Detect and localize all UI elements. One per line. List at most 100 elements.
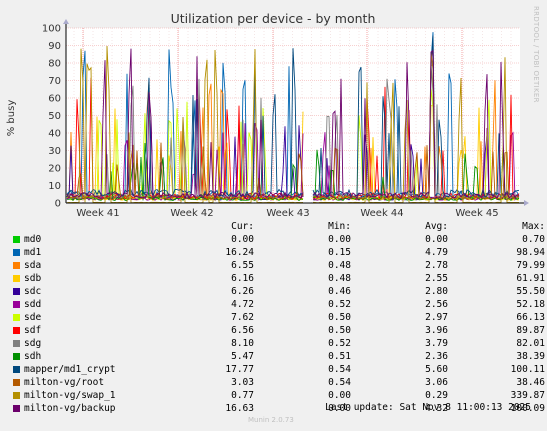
legend-swatch: [10, 363, 24, 376]
legend-max: 98.94: [516, 247, 545, 258]
legend-name: md0: [24, 234, 42, 245]
legend-name: milton-vg/backup: [24, 403, 116, 414]
x-tick-label: Week 43: [266, 208, 309, 219]
legend-swatch: [10, 311, 24, 324]
legend-name: milton-vg/root: [24, 377, 105, 388]
legend-swatch: [10, 350, 24, 363]
legend-cur: 6.26: [231, 286, 254, 297]
y-tick-label: 90: [48, 41, 61, 52]
legend-row: md1 16.24 0.15 4.79 98.94: [10, 246, 545, 259]
legend-row: mapper/md1_crypt 17.77 0.54 5.60 100.11: [10, 363, 545, 376]
x-axis-arrow: [524, 200, 529, 206]
legend-row: md0 0.00 0.00 0.00 0.70: [10, 233, 545, 246]
legend-avg: 4.79: [425, 247, 448, 258]
legend-max: 38.46: [516, 377, 545, 388]
legend-min: 0.48: [328, 260, 351, 271]
legend-color-swatch: [13, 301, 20, 308]
legend-row: sdb 6.16 0.48 2.55 61.91: [10, 272, 545, 285]
legend-swatch: [10, 246, 24, 259]
legend-name: sda: [24, 260, 42, 271]
legend-name: md1: [24, 247, 42, 258]
legend-avg: 3.79: [425, 338, 448, 349]
legend-max: 339.87: [510, 390, 545, 401]
legend-row: sda 6.55 0.48 2.78 79.99: [10, 259, 545, 272]
legend-max: 55.50: [516, 286, 545, 297]
legend-min: 0.52: [328, 299, 351, 310]
legend-swatch: [10, 376, 24, 389]
legend-swatch: [10, 233, 24, 246]
legend-max: 0.70: [522, 234, 545, 245]
y-tick-label: 100: [42, 24, 61, 35]
legend-cur: 5.47: [231, 351, 254, 362]
legend-min: 0.15: [328, 247, 351, 258]
legend-min: 0.50: [328, 312, 351, 323]
legend-cur: 16.24: [225, 247, 254, 258]
legend-name: sdf: [24, 325, 42, 336]
legend-color-swatch: [13, 262, 20, 269]
legend-color-swatch: [13, 340, 20, 347]
chart-title: Utilization per device - by month: [171, 11, 376, 26]
legend-min: 0.00: [328, 390, 351, 401]
axes: 0 10 20 30 40 50 60 70 80 90 100 Week 41 Week 42 Week…: [42, 19, 529, 219]
legend-min: 0.00: [328, 234, 351, 245]
legend-name: sdd: [24, 299, 42, 310]
legend-swatch: [10, 389, 24, 402]
legend-max: 38.39: [516, 351, 545, 362]
legend-min: 0.54: [328, 377, 351, 388]
legend-row: sdf 6.56 0.50 3.96 89.87: [10, 324, 545, 337]
y-tick-label: 70: [48, 76, 61, 87]
rrdtool-credit: RRDTOOL / TOBI OETIKER: [532, 6, 540, 103]
legend-min: 0.00: [328, 403, 351, 414]
legend-avg: 3.96: [425, 325, 448, 336]
legend-avg: 0.29: [425, 390, 448, 401]
legend-avg: 2.97: [425, 312, 448, 323]
y-tick-label: 80: [48, 59, 61, 70]
legend-avg: 3.06: [425, 377, 448, 388]
legend-cur: 4.72: [231, 299, 254, 310]
legend-min: 0.50: [328, 325, 351, 336]
legend-name: milton-vg/swap_1: [24, 390, 116, 401]
legend-avg: 2.55: [425, 273, 448, 284]
legend-max: 100.09: [510, 403, 545, 414]
col-max-header: Max:: [522, 221, 545, 232]
legend-cur: 16.63: [225, 403, 254, 414]
legend-max: 89.87: [516, 325, 545, 336]
legend-color-swatch: [13, 314, 20, 321]
legend-min: 0.54: [328, 364, 351, 375]
legend-color-swatch: [13, 327, 20, 334]
legend-avg: 0.00: [425, 234, 448, 245]
legend-cur: 0.00: [231, 234, 254, 245]
series-line: [312, 50, 520, 200]
x-tick-label: Week 45: [455, 208, 498, 219]
y-tick-label: 10: [48, 181, 61, 192]
col-min-header: Min:: [328, 221, 351, 232]
legend-color-swatch: [13, 379, 20, 386]
series-line: [66, 48, 304, 200]
legend-max: 100.11: [510, 364, 545, 375]
legend-swatch: [10, 272, 24, 285]
legend-cur: 6.55: [231, 260, 254, 271]
y-tick-label: 60: [48, 94, 61, 105]
legend-name: sdc: [24, 286, 42, 297]
legend-min: 0.51: [328, 351, 351, 362]
y-tick-label: 30: [48, 146, 61, 157]
x-tick-label: Week 42: [170, 208, 213, 219]
legend-cur: 7.62: [231, 312, 254, 323]
legend-row: sdc 6.26 0.46 2.80 55.50: [10, 285, 545, 298]
legend-avg: 5.60: [425, 364, 448, 375]
legend-max: 61.91: [516, 273, 545, 284]
legend-min: 0.52: [328, 338, 351, 349]
legend-row: sde 7.62 0.50 2.97 66.13: [10, 311, 545, 324]
legend-color-swatch: [13, 353, 20, 360]
y-tick-label: 50: [48, 111, 61, 122]
legend-max: 79.99: [516, 260, 545, 271]
legend-row: sdg 8.10 0.52 3.79 82.01: [10, 337, 545, 350]
legend-table: Cur: Min: Avg: Max: md0 0.00 0.00 0.00 0.70 m…: [10, 220, 545, 415]
series-line: [312, 145, 520, 201]
legend-row: milton-vg/backup 16.63 0.00 4.32 100.09: [10, 402, 545, 415]
legend-name: sdg: [24, 338, 42, 349]
y-tick-label: 40: [48, 129, 61, 140]
legend-color-swatch: [13, 288, 20, 295]
legend-cur: 3.03: [231, 377, 254, 388]
